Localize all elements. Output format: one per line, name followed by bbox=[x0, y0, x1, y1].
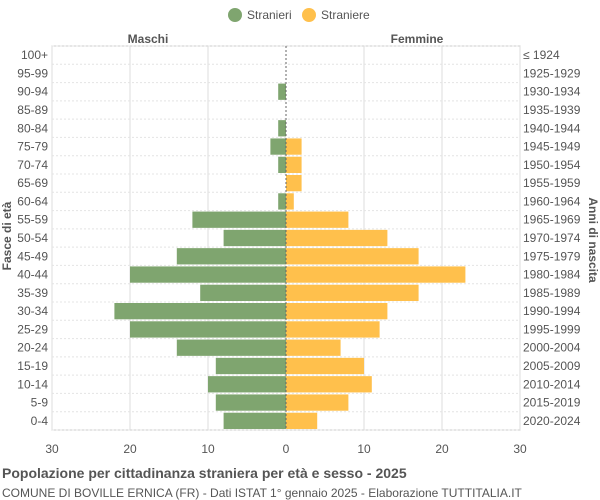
bar-male-10-14 bbox=[208, 376, 286, 393]
birth-year-label: 2000-2004 bbox=[523, 341, 581, 355]
bar-male-30-34 bbox=[114, 303, 287, 320]
birth-year-label: 1945-1949 bbox=[523, 140, 581, 154]
birth-year-label: 1960-1964 bbox=[523, 194, 581, 208]
birth-year-label: 1965-1969 bbox=[523, 213, 581, 227]
y-axis-label-right: Anni di nascita bbox=[586, 197, 600, 283]
age-label: 65-69 bbox=[17, 176, 48, 190]
header-maschi: Maschi bbox=[128, 32, 169, 46]
age-label: 70-74 bbox=[17, 158, 48, 172]
x-tick-label: 0 bbox=[283, 442, 290, 456]
age-label: 0-4 bbox=[31, 414, 49, 428]
age-label: 95-99 bbox=[17, 66, 48, 80]
bar-female-25-29 bbox=[286, 321, 380, 338]
bar-female-30-34 bbox=[286, 303, 388, 320]
birth-year-label: 1990-1994 bbox=[523, 304, 581, 318]
legend-marker-stranieri bbox=[228, 8, 242, 22]
age-label: 30-34 bbox=[17, 304, 48, 318]
age-label: 5-9 bbox=[31, 396, 49, 410]
bar-female-65-69 bbox=[286, 175, 302, 192]
age-label: 90-94 bbox=[17, 85, 48, 99]
bar-male-20-24 bbox=[176, 339, 286, 356]
x-tick-label: 10 bbox=[201, 442, 215, 456]
age-label: 80-84 bbox=[17, 121, 48, 135]
birth-year-label: 1940-1944 bbox=[523, 121, 581, 135]
bar-male-15-19 bbox=[215, 357, 286, 375]
bar-female-40-44 bbox=[286, 266, 466, 283]
header-femmine: Femmine bbox=[391, 32, 444, 46]
bars bbox=[114, 46, 466, 430]
bar-male-45-49 bbox=[176, 248, 286, 265]
age-label: 25-29 bbox=[17, 322, 48, 336]
birth-year-label: 1980-1984 bbox=[523, 268, 581, 282]
birth-year-label: 1955-1959 bbox=[523, 176, 581, 190]
age-label: 40-44 bbox=[17, 268, 48, 282]
age-label: 75-79 bbox=[17, 140, 48, 154]
bar-male-80-84 bbox=[278, 120, 286, 137]
bar-female-15-19 bbox=[286, 357, 364, 375]
legend: Stranieri Straniere bbox=[228, 8, 370, 22]
age-label: 20-24 bbox=[17, 341, 48, 355]
birth-year-label: 2005-2009 bbox=[523, 359, 581, 373]
birth-year-label: 1985-1989 bbox=[523, 286, 581, 300]
x-tick-label: 10 bbox=[357, 442, 371, 456]
bar-female-70-74 bbox=[286, 156, 302, 173]
x-tick-label: 20 bbox=[435, 442, 449, 456]
bar-male-40-44 bbox=[130, 266, 286, 283]
birth-year-label: 1930-1934 bbox=[523, 85, 581, 99]
birth-year-label: 1970-1974 bbox=[523, 231, 581, 245]
birth-year-label: 1935-1939 bbox=[523, 103, 581, 117]
age-label: 60-64 bbox=[17, 194, 48, 208]
legend-label-stranieri: Stranieri bbox=[247, 8, 292, 22]
chart-subtitle: COMUNE DI BOVILLE ERNICA (FR) - Dati IST… bbox=[2, 486, 523, 500]
bar-male-50-54 bbox=[223, 229, 286, 247]
bar-female-20-24 bbox=[286, 339, 341, 356]
bar-female-45-49 bbox=[286, 248, 419, 265]
age-label: 50-54 bbox=[17, 231, 48, 245]
legend-label-straniere: Straniere bbox=[321, 8, 370, 22]
age-label: 10-14 bbox=[17, 377, 48, 391]
birth-year-label: ≤ 1924 bbox=[523, 48, 560, 62]
birth-year-label: 1975-1979 bbox=[523, 249, 581, 263]
age-label: 15-19 bbox=[17, 359, 48, 373]
bar-female-0-4 bbox=[286, 412, 318, 429]
x-tick-label: 30 bbox=[513, 442, 527, 456]
birth-year-label: 2020-2024 bbox=[523, 414, 581, 428]
bar-female-5-9 bbox=[286, 394, 349, 411]
bar-male-75-79 bbox=[270, 138, 286, 155]
bar-male-60-64 bbox=[278, 193, 286, 210]
age-label: 45-49 bbox=[17, 249, 48, 263]
bar-female-75-79 bbox=[286, 138, 302, 155]
bar-male-0-4 bbox=[223, 412, 286, 429]
bar-male-55-59 bbox=[192, 211, 286, 228]
birth-year-label: 1950-1954 bbox=[523, 158, 581, 172]
bar-female-35-39 bbox=[286, 284, 419, 301]
age-label: 100+ bbox=[21, 48, 48, 62]
birth-year-label: 2010-2014 bbox=[523, 377, 581, 391]
bar-male-25-29 bbox=[130, 321, 286, 338]
bar-female-60-64 bbox=[286, 193, 294, 210]
birth-year-label: 1925-1929 bbox=[523, 66, 581, 80]
chart-title: Popolazione per cittadinanza straniera p… bbox=[2, 465, 407, 481]
labels: 30 20 10 0 10 20 30 100+ ≤ 1924 95-99 1925-1929 90-… bbox=[17, 48, 580, 456]
x-tick-label: 30 bbox=[45, 442, 59, 456]
birth-year-label: 2015-2019 bbox=[523, 396, 581, 410]
y-axis-label-left: Fasce di età bbox=[0, 201, 14, 270]
bar-male-5-9 bbox=[215, 394, 286, 411]
age-label: 85-89 bbox=[17, 103, 48, 117]
bar-female-50-54 bbox=[286, 229, 388, 247]
birth-year-label: 1995-1999 bbox=[523, 322, 581, 336]
x-tick-label: 20 bbox=[123, 442, 137, 456]
bar-male-70-74 bbox=[278, 156, 286, 173]
age-label: 35-39 bbox=[17, 286, 48, 300]
age-label: 55-59 bbox=[17, 213, 48, 227]
bar-female-55-59 bbox=[286, 211, 349, 228]
bar-male-35-39 bbox=[200, 284, 286, 301]
bar-female-10-14 bbox=[286, 376, 372, 393]
legend-marker-straniere bbox=[302, 8, 316, 22]
bar-male-90-94 bbox=[278, 83, 286, 100]
